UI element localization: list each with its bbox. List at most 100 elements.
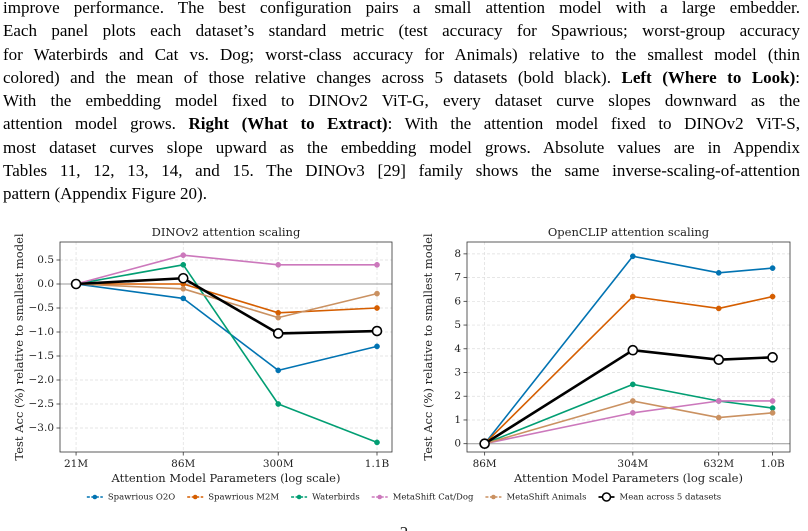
legend-marker [377, 494, 383, 500]
y-tick-label: 3 [454, 367, 461, 379]
series [481, 398, 776, 447]
point [715, 269, 722, 276]
legend-label: Mean across 5 datasets [619, 493, 721, 503]
point [70, 278, 82, 290]
point [275, 367, 282, 374]
x-tick-label: 86M [473, 458, 497, 470]
caption-text: : [795, 67, 801, 87]
caption-line: With the embedding model fixed to DINOv2… [3, 89, 800, 112]
y-tick-label: −1.0 [29, 326, 55, 338]
point [627, 344, 639, 356]
x-tick-label: 1.0B [760, 458, 785, 470]
x-axis-label: Attention Model Parameters (log scale) [111, 471, 341, 485]
caption-text: for Waterbirds and Cat vs. Dog; worst-cl… [3, 44, 800, 64]
point [180, 295, 187, 302]
y-tick-label: 7 [454, 272, 461, 284]
line [76, 283, 378, 319]
y-tick-label: −2.5 [29, 398, 55, 410]
line [484, 295, 773, 445]
caption-text: most dataset curves slope upward as the … [3, 137, 800, 157]
legend-marker [491, 494, 496, 500]
point [371, 325, 383, 337]
caption-line: Each panel plots each dataset’s standard… [3, 19, 800, 42]
point [275, 314, 282, 321]
legend: Spawrious O2O Spawrious M2M Waterbirds Meta… [86, 492, 721, 503]
point [275, 309, 282, 316]
line [484, 383, 773, 445]
caption-text: : With the attention model fixed to DINO… [387, 114, 801, 134]
point [715, 305, 722, 312]
y-tick-label: 0.5 [37, 254, 54, 266]
point [479, 438, 490, 449]
line [483, 348, 773, 445]
point [769, 265, 776, 271]
line [75, 264, 378, 444]
x-tick-label: 300M [263, 458, 294, 470]
point [629, 409, 636, 416]
point [180, 285, 187, 292]
series [481, 398, 776, 447]
y-tick-label: 5 [454, 319, 461, 331]
y-tick-label: 1 [454, 414, 461, 426]
plot-frame [59, 241, 393, 453]
point [180, 261, 187, 268]
caption-text: improve performance. The best configurat… [3, 0, 800, 17]
y-axis-label: Test Acc (%) relative to smallest model [421, 233, 435, 460]
caption-bold: Left (Where to Look) [621, 67, 796, 87]
point [629, 381, 636, 388]
point [374, 305, 380, 311]
y-tick-label: −1.5 [29, 350, 55, 362]
x-tick-label: 632M [703, 458, 734, 470]
point [629, 398, 636, 404]
legend-label: Spawrious O2O [108, 493, 175, 503]
page-number: 2 [400, 523, 409, 531]
caption-line: attention model grows. Right (What to Ex… [3, 112, 800, 135]
legend-label: Spawrious M2M [208, 493, 279, 503]
y-tick-label: −3.0 [29, 422, 55, 434]
point [374, 439, 380, 446]
y-axis-label: Test Acc (%) relative to smallest model [12, 233, 26, 460]
point [177, 272, 189, 284]
x-tick-label: 304M [617, 458, 648, 470]
y-tick-label: 2 [454, 390, 461, 402]
caption-text: Tables 11, 12, 13, 14, and 15. The DINOv… [3, 161, 800, 181]
caption-text: attention model grows. [3, 114, 176, 134]
line [75, 276, 378, 335]
line [484, 400, 773, 445]
series [70, 272, 383, 339]
caption-text: colored) and the mean of those relative … [3, 67, 611, 87]
series [73, 281, 380, 321]
caption-line: improve performance. The best configurat… [3, 0, 800, 19]
point [769, 398, 776, 404]
caption-text: pattern (Appendix Figure 20). [3, 184, 207, 204]
point [715, 398, 722, 404]
x-tick-label: 1.1B [365, 458, 390, 470]
line [484, 255, 773, 445]
line [75, 254, 377, 285]
point [629, 253, 636, 260]
point [629, 293, 636, 300]
caption-text: With the embedding model fixed to DINOv2… [3, 91, 800, 111]
point [180, 252, 187, 259]
legend-marker [92, 494, 98, 500]
series [481, 293, 776, 447]
point [272, 328, 284, 339]
legend-marker [192, 494, 198, 500]
x-axis-label: Attention Model Parameters (log scale) [513, 471, 743, 485]
caption-bold: Right (What to Extract) [188, 114, 388, 134]
y-tick-label: −0.5 [29, 302, 55, 314]
legend-label: Waterbirds [312, 493, 360, 503]
y-tick-label: 4 [454, 343, 461, 355]
legend-marker [296, 494, 302, 500]
legend-label: MetaShift Cat/Dog [393, 493, 474, 503]
caption-line: pattern (Appendix Figure 20). [3, 182, 800, 205]
line [76, 283, 378, 314]
legend-label: MetaShift Animals [506, 493, 586, 503]
figure-caption: improve performance. The best configurat… [3, 0, 800, 206]
y-tick-label: 0.0 [37, 278, 54, 290]
y-tick-label: 0 [454, 438, 461, 450]
y-tick-label: 6 [454, 295, 461, 307]
point [374, 343, 380, 350]
point [769, 293, 776, 300]
legend-marker [601, 492, 612, 502]
